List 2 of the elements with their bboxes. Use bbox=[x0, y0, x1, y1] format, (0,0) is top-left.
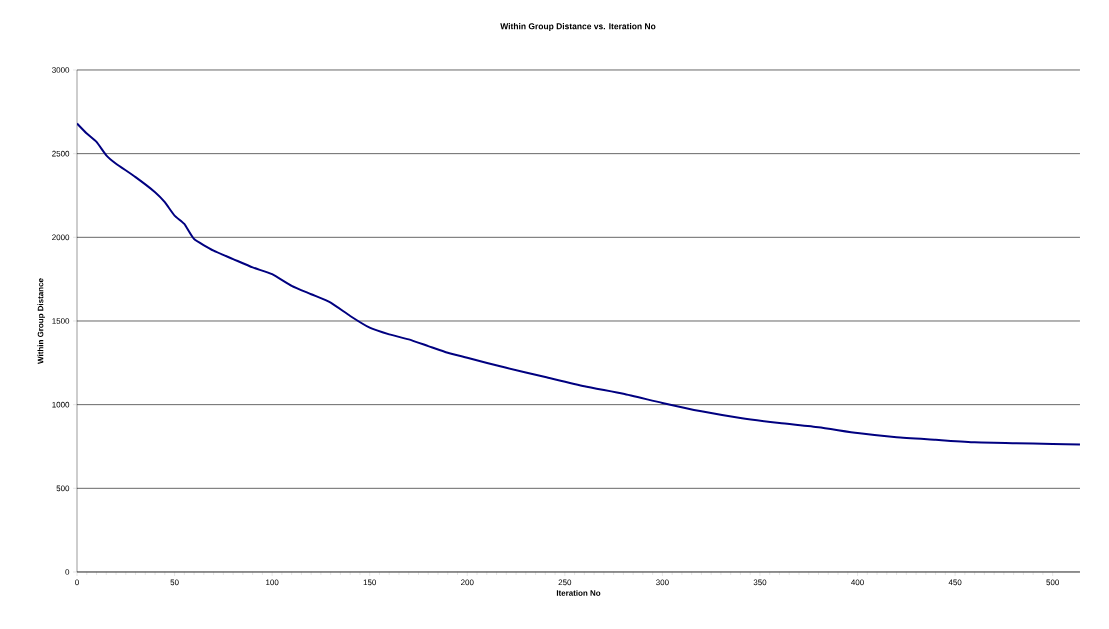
line-series bbox=[77, 122, 1080, 446]
chart-title: Within Group Distance vs. Iteration No bbox=[500, 23, 656, 31]
